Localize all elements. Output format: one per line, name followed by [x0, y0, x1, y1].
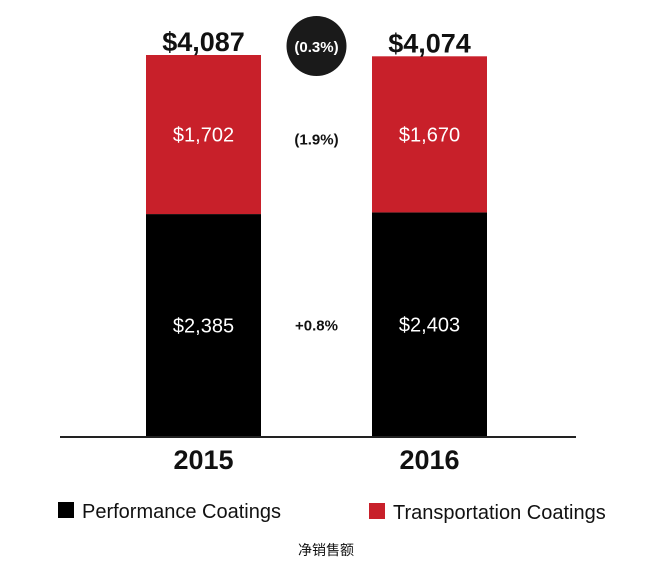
- bar-segment: [146, 214, 261, 437]
- bar-value-label: $2,403: [399, 315, 460, 337]
- series-change-label: +0.8%: [295, 318, 338, 335]
- total-change-badge: [286, 16, 347, 76]
- bar-segment: [372, 212, 487, 437]
- legend-swatch: [369, 503, 385, 519]
- bar-segment: [146, 55, 261, 215]
- legend-label: Transportation Coatings: [393, 502, 606, 524]
- category-tick-label: 2015: [173, 445, 233, 475]
- series-change-label: (1.9%): [294, 132, 338, 149]
- legend-label: Performance Coatings: [82, 501, 281, 523]
- bar-value-label: $1,702: [173, 125, 234, 147]
- legend-swatch: [58, 502, 74, 518]
- bar-value-label: $2,385: [173, 316, 234, 338]
- category-tick-label: 2016: [399, 445, 459, 475]
- bar-total-label: $4,087: [162, 27, 245, 57]
- bar-total-label: $4,074: [388, 28, 471, 58]
- chart-caption: 净销售额: [298, 543, 354, 559]
- bar-value-label: $1,670: [399, 124, 460, 146]
- total-change-label: (0.3%): [294, 39, 338, 56]
- bar-segment: [372, 56, 487, 213]
